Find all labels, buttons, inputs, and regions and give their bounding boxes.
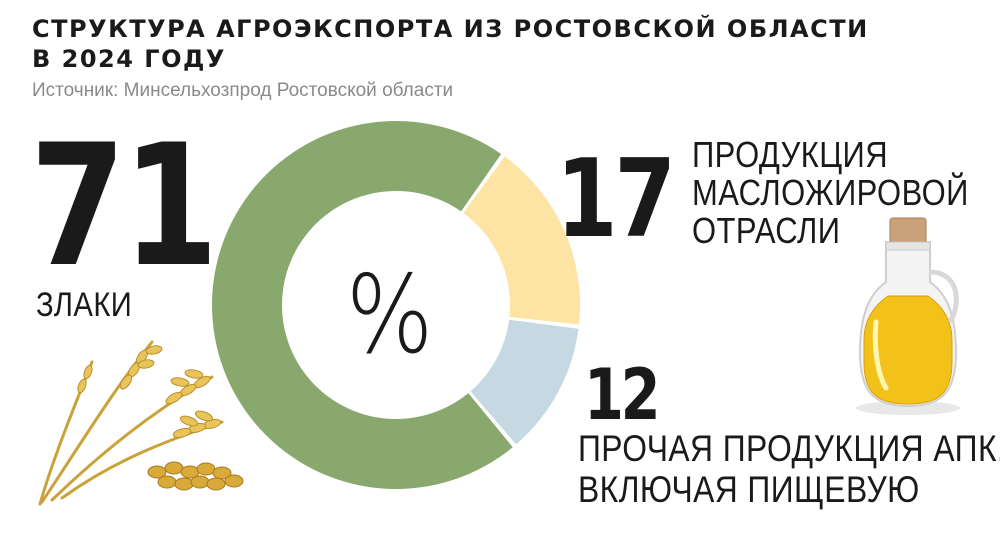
donut-slice-other <box>470 319 579 445</box>
chart-title: СТРУКТУРА АГРОЭКСПОРТА ИЗ РОСТОВСКОЙ ОБЛ… <box>32 14 972 74</box>
slice-label-grain-line-1: ЗЛАКИ <box>36 286 133 324</box>
wheat-icon <box>38 340 244 506</box>
slice-label-grain: ЗЛАКИ <box>36 286 132 325</box>
donut-slice-grain <box>212 120 513 489</box>
oil-bottle-icon <box>856 217 960 415</box>
value-label-oil: 17 <box>556 137 676 262</box>
center-percent-sign: % <box>346 253 434 378</box>
slice-label-oil: ПРОДУКЦИЯ МАСЛОЖИРОВОЙ ОТРАСЛИ <box>692 136 969 250</box>
slice-label-other-line-2: ВКЛЮЧАЯ ПИЩЕВУЮ <box>578 469 920 510</box>
slice-label-other-line-1: ПРОЧАЯ ПРОДУКЦИЯ АПК, <box>578 428 1000 469</box>
value-label-other: 12 <box>584 354 661 436</box>
source-note: Источник: Минсельхозпрод Ростовской обла… <box>32 80 454 101</box>
chart-title-line-1: СТРУКТУРА АГРОЭКСПОРТА ИЗ РОСТОВСКОЙ ОБЛ… <box>32 15 869 43</box>
slice-label-oil-line-2: МАСЛОЖИРОВОЙ <box>692 172 969 213</box>
slice-label-oil-line-1: ПРОДУКЦИЯ <box>692 134 889 175</box>
slice-label-other: ПРОЧАЯ ПРОДУКЦИЯ АПК, ВКЛЮЧАЯ ПИЩЕВУЮ <box>578 428 1000 510</box>
chart-title-line-2: В 2024 ГОДУ <box>32 45 226 73</box>
slice-label-oil-line-3: ОТРАСЛИ <box>692 210 841 251</box>
donut-slice-oil <box>463 156 581 325</box>
value-label-grain: 71 <box>30 108 218 304</box>
